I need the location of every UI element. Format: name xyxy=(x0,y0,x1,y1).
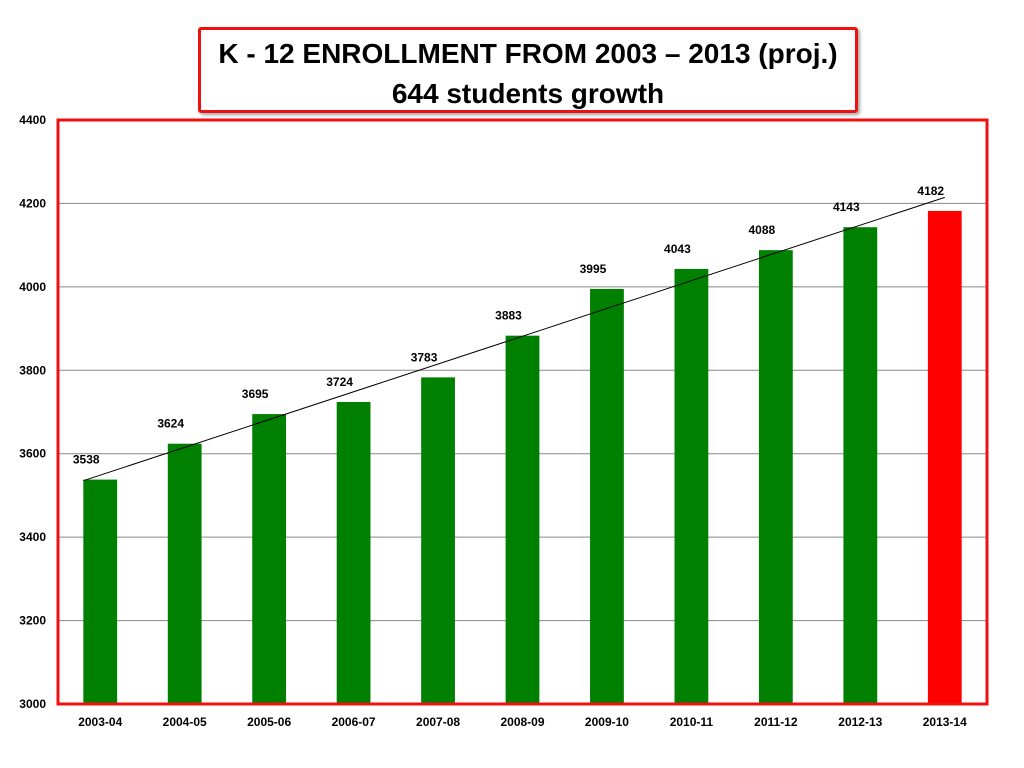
bar xyxy=(83,479,118,704)
data-label: 4182 xyxy=(917,184,944,198)
x-tick-label: 2009-10 xyxy=(585,715,629,729)
data-label: 3695 xyxy=(242,387,269,401)
y-tick-label: 3800 xyxy=(19,363,46,377)
bar xyxy=(336,401,371,704)
bar xyxy=(843,227,878,704)
data-label: 3883 xyxy=(495,309,522,323)
bars xyxy=(83,210,962,705)
y-tick-label: 4000 xyxy=(19,280,46,294)
data-label: 3724 xyxy=(326,375,353,389)
x-tick-label: 2010-11 xyxy=(670,715,714,729)
x-tick-label: 2011-12 xyxy=(754,715,798,729)
trendline xyxy=(83,196,945,482)
chart-title-box: K - 12 ENROLLMENT FROM 2003 – 2013 (proj… xyxy=(198,27,858,113)
y-tick-label: 3200 xyxy=(19,614,46,628)
data-label: 3624 xyxy=(157,417,184,431)
y-tick-label: 3400 xyxy=(19,530,46,544)
data-labels: 3538 3624 3695 3724 3783 3883 3995 4043 4088 4143… xyxy=(73,184,945,467)
data-label: 3995 xyxy=(580,262,607,276)
x-tick-label: 2003-04 xyxy=(78,715,122,729)
bar xyxy=(421,377,455,704)
x-tick-label: 2013-14 xyxy=(923,715,967,729)
bar xyxy=(674,268,709,704)
trendline-group xyxy=(83,196,945,482)
bar xyxy=(505,335,540,704)
data-label: 4143 xyxy=(833,200,860,214)
y-tick-label: 3000 xyxy=(19,697,46,711)
x-tick-label: 2012-13 xyxy=(838,715,882,729)
chart-title: K - 12 ENROLLMENT FROM 2003 – 2013 (proj… xyxy=(218,38,838,69)
x-tick-label: 2007-08 xyxy=(416,715,460,729)
y-tick-label: 3600 xyxy=(19,447,46,461)
bar xyxy=(252,414,287,704)
data-label: 3783 xyxy=(411,350,438,364)
data-label: 3538 xyxy=(73,453,100,467)
bar xyxy=(167,443,202,704)
plot-frame xyxy=(56,118,989,706)
bar xyxy=(590,288,624,704)
data-label: 4088 xyxy=(749,223,776,237)
x-axis: 2003-04 2004-05 2005-06 2006-07 2007-08 2008-… xyxy=(78,715,967,729)
chart-subtitle: 644 students growth xyxy=(391,78,665,109)
y-axis: 3000 3200 3400 3600 3800 4000 4200 4400 xyxy=(19,113,46,711)
x-tick-label: 2006-07 xyxy=(332,715,376,729)
y-tick-label: 4200 xyxy=(19,196,46,210)
bar xyxy=(758,250,793,705)
bar xyxy=(927,210,962,705)
data-label: 4043 xyxy=(664,242,691,256)
x-tick-label: 2005-06 xyxy=(247,715,291,729)
x-tick-label: 2008-09 xyxy=(500,715,544,729)
y-tick-label: 4400 xyxy=(19,113,46,127)
x-tick-label: 2004-05 xyxy=(163,715,207,729)
